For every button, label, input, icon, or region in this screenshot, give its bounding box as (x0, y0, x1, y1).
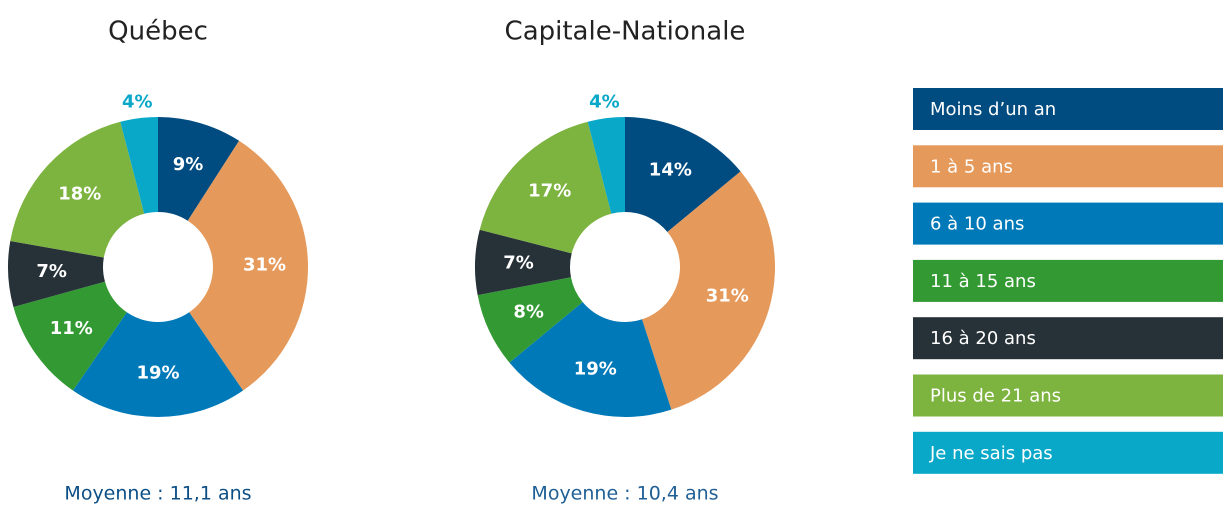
legend-swatch (913, 431, 1223, 474)
data-label: 14% (649, 160, 692, 181)
caption: Moyenne : 10,4 ans (531, 483, 718, 505)
legend-swatch (913, 88, 1223, 130)
pie-slice (475, 229, 572, 296)
data-label: 7% (503, 253, 534, 274)
pie-slice (641, 171, 775, 410)
legend-swatch (913, 202, 1223, 245)
pie-slice (187, 140, 308, 391)
legend-label: Je ne sais pas (929, 443, 1053, 464)
data-label: 9% (173, 154, 204, 175)
data-label: 19% (574, 358, 617, 379)
data-label: 8% (513, 301, 544, 322)
pie-slice (625, 117, 741, 232)
legend-label: 6 à 10 ans (930, 214, 1024, 235)
pie-slice (477, 277, 583, 363)
pie-slice (509, 302, 672, 417)
chart-title: Capitale-Nationale (505, 17, 746, 47)
legend-label: 11 à 15 ans (930, 271, 1036, 292)
legend-swatch (913, 317, 1223, 360)
pie-slice (72, 312, 244, 417)
data-label: 18% (58, 184, 101, 205)
data-label: 11% (50, 318, 93, 339)
legend-label: Plus de 21 ans (930, 386, 1061, 407)
legend-swatch (913, 145, 1223, 188)
legend-label: 16 à 20 ans (930, 328, 1036, 349)
chart-title: Québec (108, 17, 208, 47)
data-label: 7% (36, 261, 67, 282)
pie-slice (587, 117, 625, 214)
pie-slice (8, 240, 105, 307)
data-label: 17% (528, 181, 571, 202)
data-label: 19% (136, 363, 179, 384)
legend-label: Moins d’un an (930, 99, 1056, 120)
legend-swatch (913, 259, 1223, 302)
caption: Moyenne : 11,1 ans (64, 483, 251, 505)
data-label: 4% (122, 91, 153, 112)
data-label: 31% (243, 254, 286, 275)
pie-slice (10, 121, 145, 258)
data-label: 4% (589, 91, 620, 112)
pie-slice (479, 121, 612, 254)
pie-slice (158, 117, 240, 221)
pie-slice (13, 281, 127, 391)
data-label: 31% (706, 286, 749, 307)
legend-swatch (913, 374, 1223, 417)
legend-label: 1 à 5 ans (930, 156, 1013, 177)
pie-slice (120, 117, 158, 214)
